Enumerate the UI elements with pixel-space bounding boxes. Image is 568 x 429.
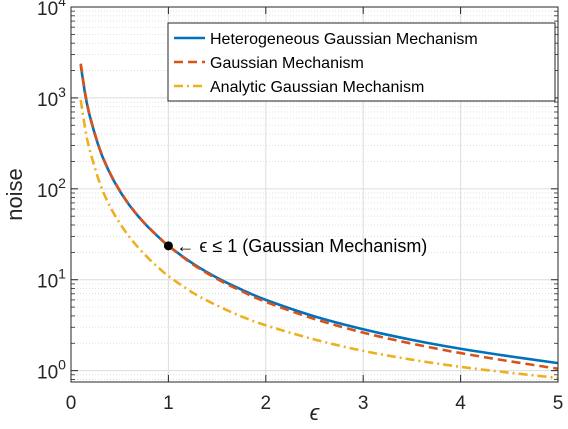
y-tick-exponent: 1 <box>58 266 66 282</box>
annotation-marker <box>163 241 173 251</box>
annotation: ← ϵ ≤ 1 (Gaussian Mechanism) <box>163 236 427 256</box>
y-tick-exponent: 4 <box>58 0 66 9</box>
legend-box <box>167 22 556 102</box>
x-tick-label: 5 <box>553 393 564 414</box>
y-tick-label: 101 <box>37 266 66 293</box>
x-tick-label: 2 <box>261 393 272 414</box>
x-tick-label: 0 <box>66 393 77 414</box>
y-tick-label: 102 <box>37 175 66 202</box>
y-tick-base: 10 <box>37 181 58 202</box>
x-axis-label: ϵ <box>310 400 321 425</box>
legend-label-analytic-gaussian-mechanism: Analytic Gaussian Mechanism <box>210 79 424 96</box>
annotation-text: ← ϵ ≤ 1 (Gaussian Mechanism) <box>176 236 427 256</box>
y-tick-label: 103 <box>37 84 66 111</box>
plot-frame <box>70 6 559 383</box>
legend: Heterogeneous Gaussian Mechanism Gaussian… <box>167 22 556 102</box>
x-tick-label: 4 <box>455 393 466 414</box>
series-layer <box>79 63 559 380</box>
y-tick-exponent: 0 <box>58 357 66 373</box>
y-tick-base: 10 <box>37 0 58 20</box>
y-tick-exponent: 3 <box>58 84 66 100</box>
y-tick-label: 100 <box>37 357 66 384</box>
legend-label-heterogeneous-gaussian-mechanism: Heterogeneous Gaussian Mechanism <box>210 31 478 48</box>
y-tick-label: 104 <box>37 0 66 20</box>
series-line-heterogeneous-gaussian-mechanism <box>79 64 559 365</box>
y-tick-base: 10 <box>37 363 58 384</box>
y-tick-base: 10 <box>37 90 58 111</box>
legend-label-gaussian-mechanism: Gaussian Mechanism <box>210 55 364 72</box>
y-tick-base: 10 <box>37 272 58 293</box>
x-tick-label: 1 <box>163 393 174 414</box>
x-tick-label: 3 <box>358 393 369 414</box>
y-axis-label: noise <box>2 168 27 221</box>
ticks <box>70 6 559 382</box>
y-tick-exponent: 2 <box>58 175 66 191</box>
